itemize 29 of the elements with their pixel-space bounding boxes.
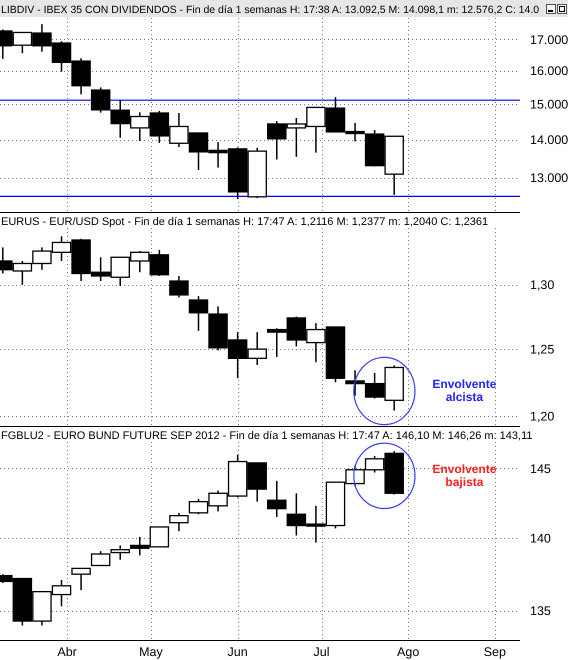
candlestick	[169, 275, 189, 298]
x-tick-label: Jun	[228, 645, 248, 659]
annotation: Envolvente alcista	[432, 376, 497, 404]
y-tick-label: 13.000	[530, 171, 568, 186]
x-tick-label: May	[139, 645, 164, 659]
y-tick-label: 135	[530, 604, 551, 618]
chart-title: EURUS - EUR/USD Spot - Fin de día 1 semanas H: 17:47 A: 1,2116 M: 1,2377 m: 1,2040 C: 1,2361	[1, 216, 488, 228]
candlestick	[110, 544, 130, 560]
y-tick-label: 140	[530, 532, 551, 546]
y-tick-label: 1,25	[530, 342, 554, 357]
x-tick-label: Abr	[57, 645, 77, 659]
chart-title: FGBLU2 - EURO BUND FUTURE SEP 2012 - Fin de día 1 semanas H: 17:47 A: 146,10 M: 146,26 m: 143,11	[1, 430, 533, 442]
candlestick	[90, 550, 110, 566]
y-tick-label: 1,30	[530, 278, 554, 292]
y-tick-label: 1,20	[530, 409, 554, 424]
chart-title: LIBDIV - IBEX 35 CON DIVIDENDOS - Fin de día 1 semanas H: 17:38 A: 13.092,5 M: 14.098,1 m: 12.576,2 C: 14.0	[1, 4, 540, 16]
x-tick-label: Ago	[397, 645, 420, 659]
y-tick-label: 15.000	[530, 97, 568, 112]
x-tick-label: Sep	[484, 645, 506, 659]
candlestick	[71, 568, 91, 591]
y-tick-label: 17.000	[530, 32, 568, 47]
y-tick-label: 16.000	[530, 64, 568, 78]
x-tick-label: Jul	[314, 645, 330, 659]
candlestick	[267, 480, 287, 518]
y-tick-label: 14.000	[530, 132, 568, 147]
y-tick-label: 145	[530, 462, 551, 476]
candlestick	[188, 295, 208, 332]
annotation: Envolvente bajista	[432, 462, 497, 489]
candlestick	[169, 512, 189, 532]
